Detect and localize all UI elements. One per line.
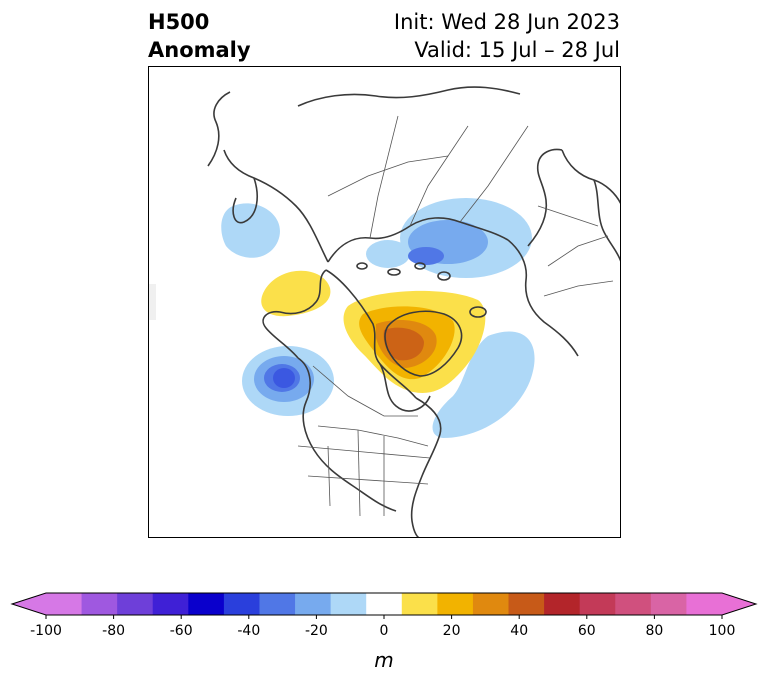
valid-range: Valid: 15 Jul – 28 Jul xyxy=(414,38,620,62)
init-date: Init: Wed 28 Jun 2023 xyxy=(393,10,620,34)
anomaly-atlantic-low xyxy=(432,331,535,438)
colorbar-tick-label: 80 xyxy=(645,623,663,639)
colorbar-cell xyxy=(437,593,474,615)
colorbar-cell xyxy=(117,593,154,615)
anomaly-dateline-patch xyxy=(148,284,156,320)
title-line-1: H500 xyxy=(148,10,210,34)
colorbar-cell xyxy=(366,593,403,615)
colorbar-tick-label: 20 xyxy=(443,623,461,639)
colorbar-tick-label: 40 xyxy=(510,623,528,639)
colorbar-cell xyxy=(401,593,438,615)
colorbar-cell xyxy=(544,593,581,615)
run-info: Init: Wed 28 Jun 2023 Valid: 15 Jul – 28… xyxy=(394,8,620,64)
colorbar-label: m xyxy=(374,648,393,672)
colorbar-tick-label: -80 xyxy=(102,623,125,639)
colorbar-cell xyxy=(81,593,118,615)
colorbar-cell xyxy=(330,593,367,615)
colorbar-tick-label: 0 xyxy=(380,623,389,639)
coastlines xyxy=(207,86,621,538)
colorbar-tick-label: -100 xyxy=(30,623,62,639)
colorbar-cell xyxy=(508,593,545,615)
colorbar-cells xyxy=(10,592,758,616)
colorbar-cell xyxy=(259,593,296,615)
colorbar-cell xyxy=(223,593,260,615)
colorbar-tick-label: -40 xyxy=(237,623,260,639)
chart-title: H500 Anomaly xyxy=(148,8,251,64)
colorbar-under-extension xyxy=(12,593,46,615)
colorbar-cell xyxy=(686,593,723,615)
colorbar-cell xyxy=(472,593,510,615)
anomaly-aleutian-low xyxy=(221,203,280,258)
colorbar: -100 -80 -60 -40 -20 0 20 40 60 80 100 m xyxy=(10,592,758,672)
colorbar-tick-label: 60 xyxy=(578,623,596,639)
colorbar-tick-label: -60 xyxy=(170,623,193,639)
colorbar-tick-label: 100 xyxy=(709,623,736,639)
title-line-2: Anomaly xyxy=(148,38,251,62)
anomaly-gulf-of-alaska-low xyxy=(242,346,334,416)
colorbar-cell xyxy=(650,593,687,615)
colorbar-cell xyxy=(579,593,616,615)
colorbar-cell xyxy=(188,593,225,615)
colorbar-cell xyxy=(46,593,83,615)
colorbar-cell xyxy=(615,593,652,615)
colorbar-cell xyxy=(152,593,189,615)
borders xyxy=(297,115,614,517)
colorbar-tick-label: -20 xyxy=(305,623,328,639)
colorbar-ticks: -100 -80 -60 -40 -20 0 20 40 60 80 100 xyxy=(30,615,735,639)
anomaly-map xyxy=(148,66,621,538)
colorbar-cell xyxy=(295,593,332,615)
colorbar-over-extension xyxy=(722,593,756,615)
